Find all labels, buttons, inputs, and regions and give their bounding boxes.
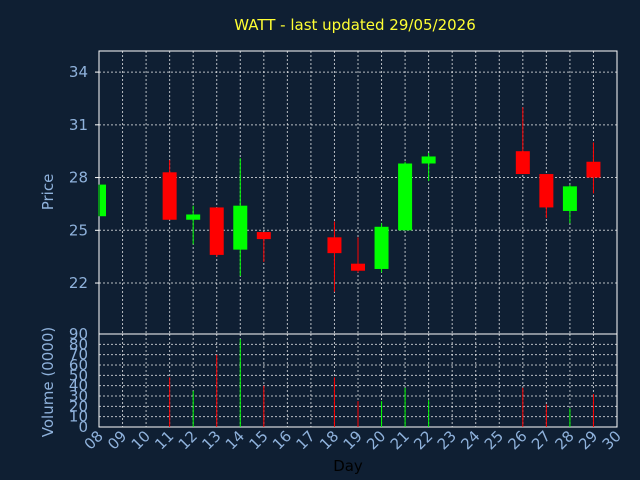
x-tick-label: 21: [387, 427, 413, 453]
x-tick-label: 12: [175, 427, 201, 453]
x-tick-label: 16: [269, 427, 295, 453]
candle-body: [515, 151, 530, 175]
candle-body: [421, 156, 436, 164]
x-tick-label: 11: [151, 427, 177, 453]
price-tick-label: 34: [69, 63, 88, 81]
candle-body: [562, 186, 577, 211]
volume-tick-label: 10: [69, 408, 88, 426]
candle-body: [100, 184, 106, 217]
volume-tick-label: 70: [69, 346, 88, 364]
candle-body: [586, 161, 601, 178]
x-tick-label: 20: [363, 427, 389, 453]
candle-body: [186, 214, 201, 220]
x-tick-label: 26: [504, 427, 530, 453]
x-tick-label: 29: [575, 427, 601, 453]
volume-tick-label: 90: [69, 325, 88, 343]
candle-body: [162, 172, 177, 220]
candle-body: [233, 205, 248, 250]
candle-body: [256, 232, 271, 240]
x-tick-label: 25: [481, 427, 507, 453]
price-tick-label: 31: [69, 116, 88, 134]
volume-tick-label: 80: [69, 335, 88, 353]
volume-tick-label: 40: [69, 377, 88, 395]
candle-body: [398, 163, 413, 231]
x-tick-label: 13: [198, 427, 224, 453]
x-tick-label: 28: [552, 427, 578, 453]
x-tick-label: 27: [528, 427, 554, 453]
x-tick-label: 30: [599, 427, 625, 453]
x-tick-label: 15: [245, 427, 271, 453]
volume-tick-label: 60: [69, 356, 88, 374]
x-tick-label: 22: [410, 427, 436, 453]
x-tick-label: 09: [104, 427, 130, 453]
price-tick-label: 28: [69, 169, 88, 187]
candles-layer: [98, 107, 601, 292]
x-tick-label: 24: [457, 427, 483, 453]
candle-body: [327, 237, 342, 254]
volume-tick-label: 50: [69, 366, 88, 384]
x-axis-label: Day: [333, 457, 363, 475]
candle-body: [351, 263, 365, 271]
volume-tick-label: 0: [78, 418, 88, 436]
volume-bars-layer: [169, 339, 594, 427]
x-tick-label: 18: [316, 427, 342, 453]
x-tick-label: 14: [222, 427, 248, 453]
candle-body: [209, 207, 224, 255]
x-tick-label: 10: [128, 427, 154, 453]
candle-body: [374, 226, 389, 269]
price-axis-label: Price: [39, 174, 57, 211]
tick-labels: 2225283134010203040506070809008091011121…: [69, 63, 625, 453]
price-tick-label: 22: [69, 274, 88, 292]
x-tick-label: 19: [340, 427, 366, 453]
volume-axis-label: Volume (0000): [39, 327, 57, 437]
volume-tick-label: 20: [69, 397, 88, 415]
volume-tick-label: 30: [69, 387, 88, 405]
price-tick-label: 25: [69, 221, 88, 239]
x-tick-label: 23: [434, 427, 460, 453]
candle-body: [539, 174, 554, 208]
x-tick-label: 17: [293, 427, 319, 453]
chart-title: WATT - last updated 29/05/2026: [234, 16, 476, 34]
